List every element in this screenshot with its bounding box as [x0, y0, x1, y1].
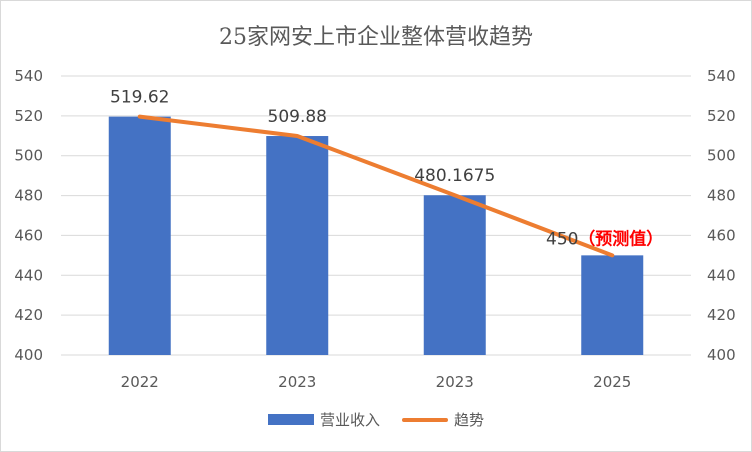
data-label: 450 — [546, 229, 578, 249]
y-right-tick-label: 420 — [707, 306, 736, 324]
y-right-tick-label: 520 — [707, 107, 736, 125]
x-tick-label: 2022 — [121, 373, 159, 391]
y-left-tick-label: 520 — [14, 107, 43, 125]
legend-item-bar: 营业收入 — [267, 409, 380, 430]
data-label: 519.62 — [110, 88, 169, 108]
y-left-tick-label: 500 — [14, 147, 43, 165]
legend-label-bar: 营业收入 — [319, 411, 380, 429]
bar — [266, 136, 329, 355]
y-left-tick-label: 420 — [14, 306, 43, 324]
y-left-tick-label: 540 — [14, 67, 43, 85]
trend-line — [137, 114, 615, 258]
prediction-note: （预测值） — [578, 228, 663, 249]
bar — [423, 195, 486, 355]
y-left-tick-label: 440 — [14, 266, 43, 284]
y-right-tick-label: 500 — [707, 147, 736, 165]
x-tick-label: 2023 — [436, 373, 474, 391]
legend-item-line: 趋势 — [402, 409, 484, 430]
y-right-tick-label: 480 — [707, 187, 736, 205]
chart-title: 25家网安上市企业整体营收趋势 — [219, 25, 533, 50]
y-right-tick-label: 460 — [707, 226, 736, 244]
data-label: 480.1675 — [414, 166, 495, 186]
y-right-tick-label: 540 — [707, 67, 736, 85]
legend-label-line: 趋势 — [454, 411, 485, 429]
legend-swatch-line — [402, 417, 448, 422]
legend-swatch-bar — [267, 414, 314, 425]
data-label: 509.88 — [268, 107, 327, 127]
y-left-tick-label: 400 — [14, 346, 43, 364]
x-tick-label: 2023 — [278, 373, 316, 391]
y-left-tick-label: 480 — [14, 187, 43, 205]
y-right-tick-label: 440 — [707, 266, 736, 284]
bar — [581, 255, 644, 355]
bar — [108, 116, 171, 355]
x-tick-label: 2025 — [593, 373, 631, 391]
y-right-tick-label: 400 — [707, 346, 736, 364]
legend: 营业收入 趋势 — [1, 409, 751, 430]
y-left-tick-label: 460 — [14, 226, 43, 244]
